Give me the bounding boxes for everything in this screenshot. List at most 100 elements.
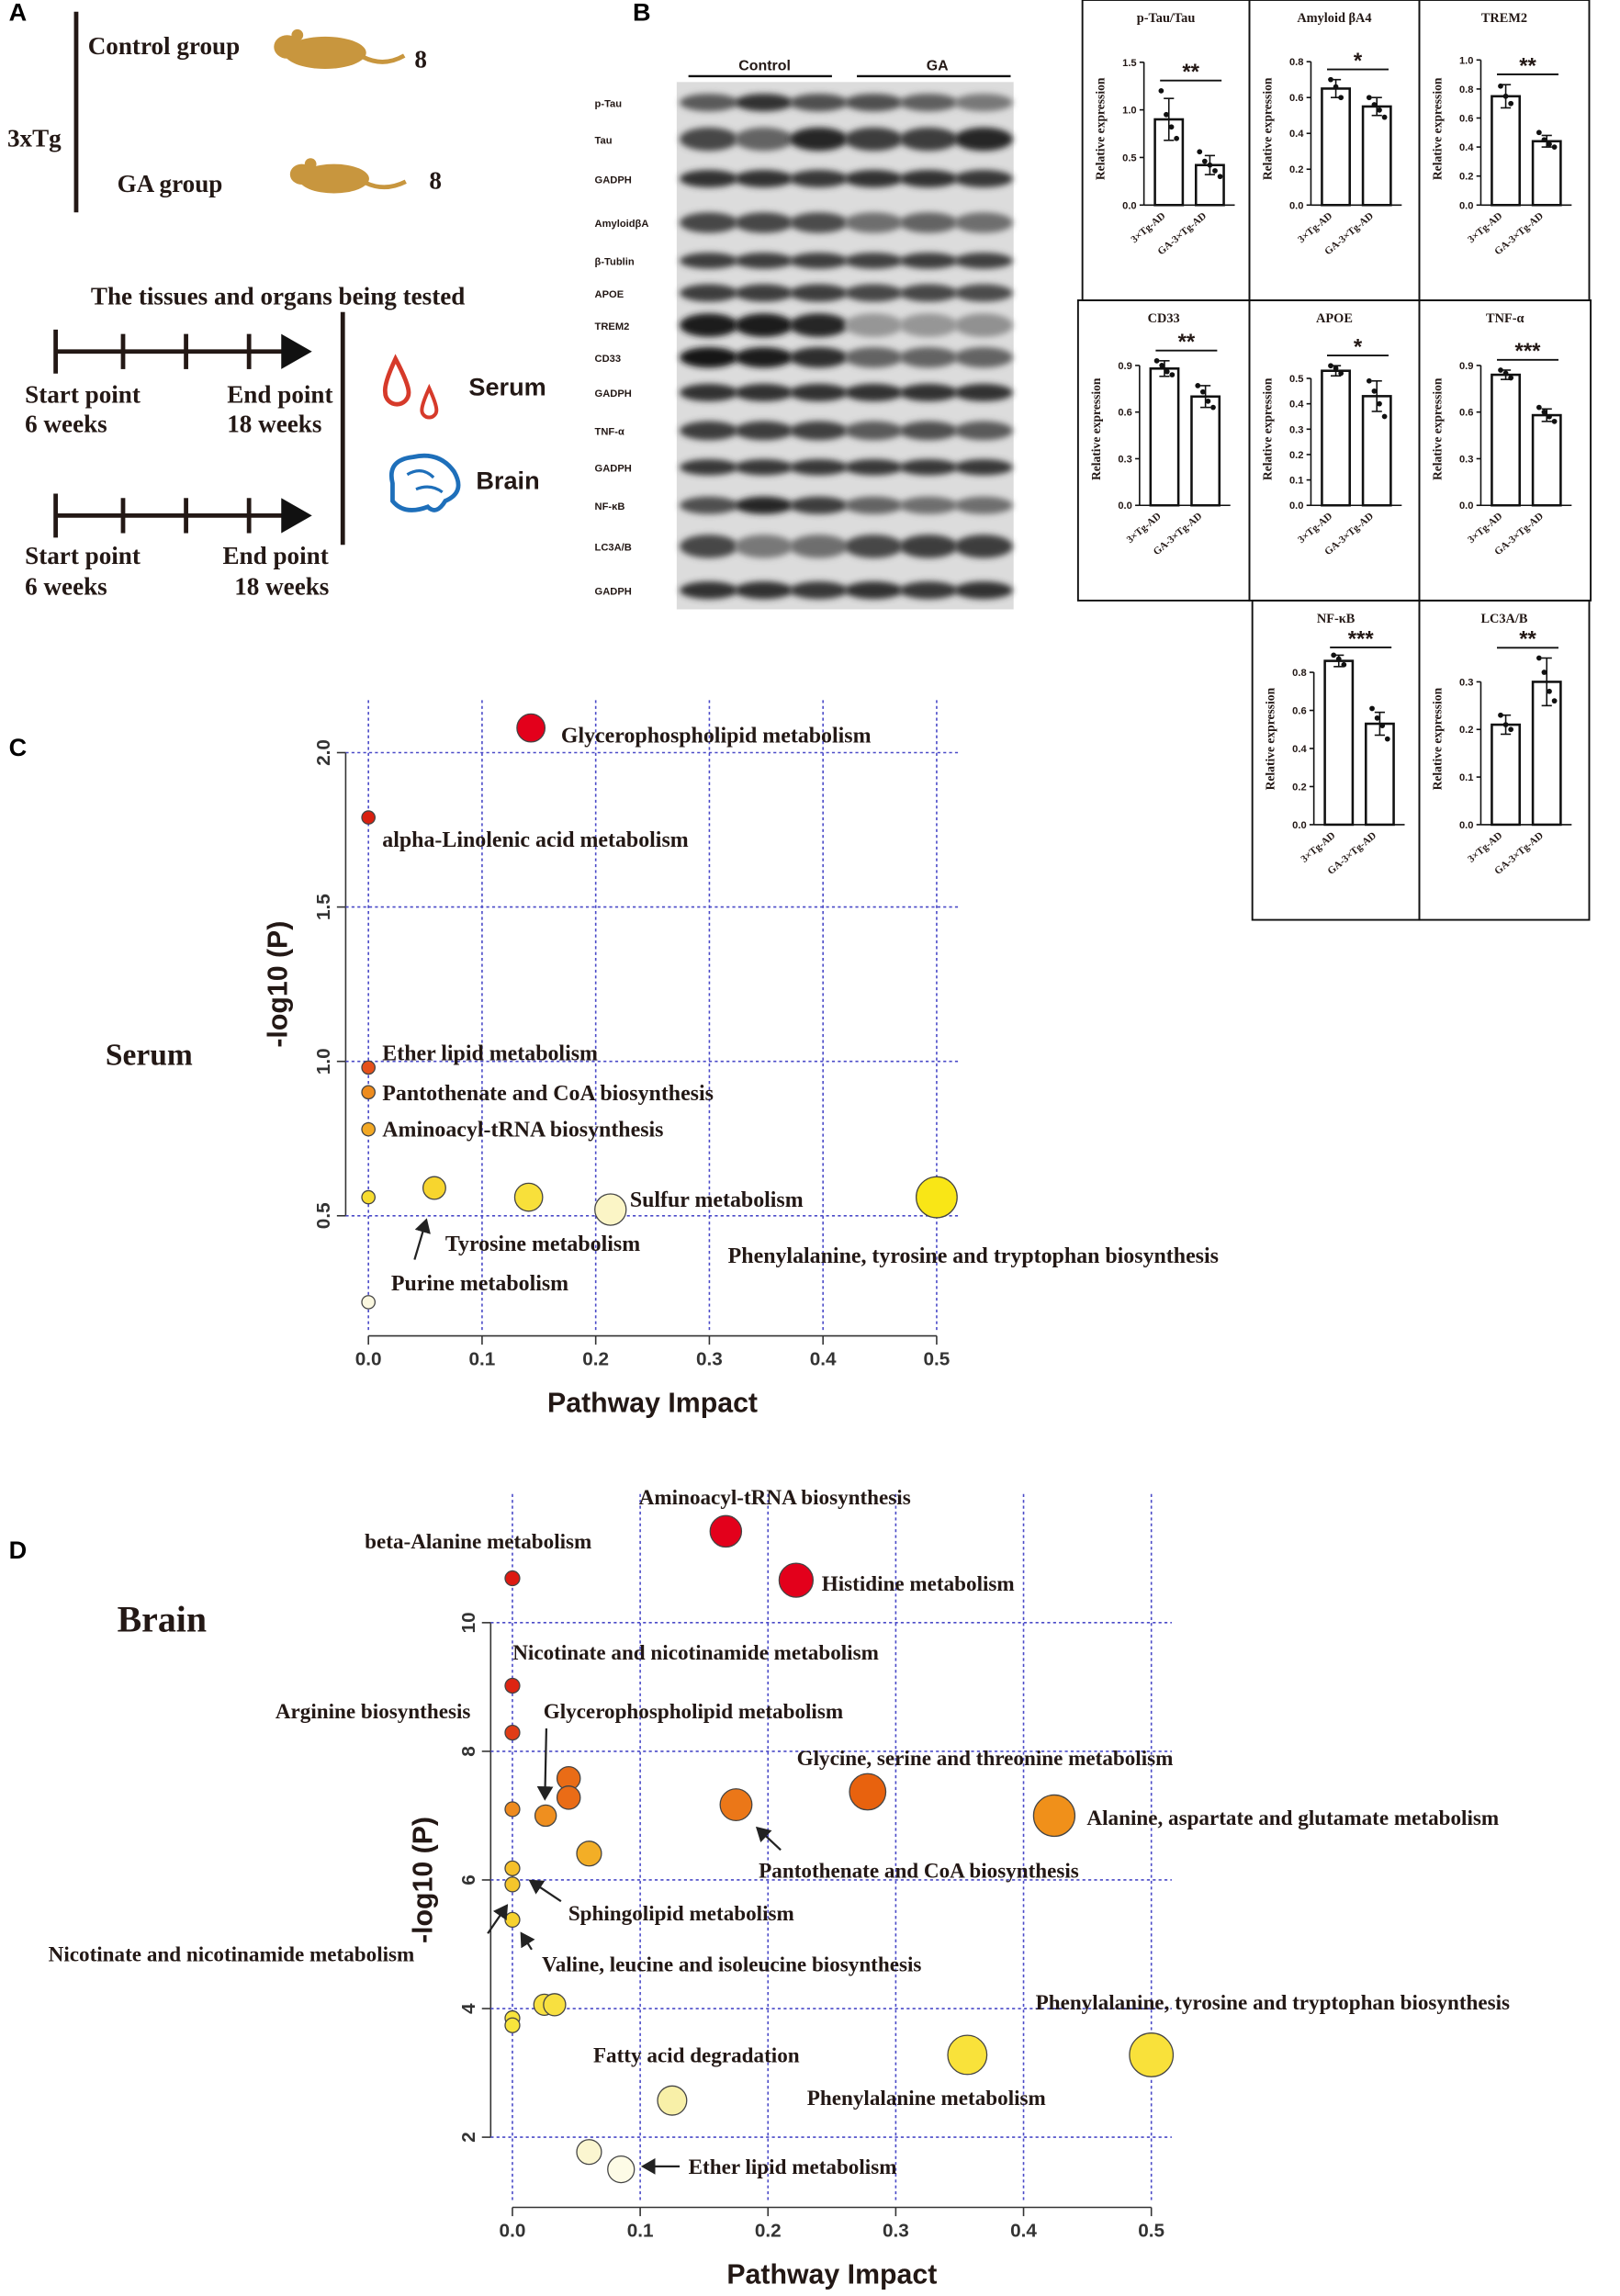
blot-label: β-Tublin: [595, 257, 635, 268]
point-label: Tyrosine metabolism: [445, 1232, 640, 1256]
timeline-end-time: 18 weeks: [234, 573, 329, 601]
data-point: [1338, 95, 1344, 101]
bar: [1491, 723, 1522, 827]
y-tick-label: 0.2: [1459, 172, 1474, 183]
blot-band: [899, 346, 959, 368]
blot-band: [680, 212, 738, 233]
blot-group: GA: [927, 59, 949, 74]
data-point: [1195, 383, 1201, 388]
blot-band: [844, 421, 904, 441]
blot-band: [844, 346, 904, 368]
significance: *: [1354, 334, 1363, 359]
blot-label: Tau: [595, 135, 613, 146]
blot-band: [789, 313, 849, 337]
y-tick-label: 0.0: [1459, 820, 1474, 831]
y-tick-label: 8: [458, 1746, 479, 1757]
blot-band: [899, 313, 959, 337]
data-point: [1341, 661, 1347, 668]
bubble: [1032, 1794, 1076, 1838]
blot-band: [789, 253, 849, 269]
blot-band: [899, 581, 959, 600]
y-tick-label: 2.0: [313, 739, 334, 766]
blot-band: [734, 421, 793, 441]
bubble: [778, 1562, 814, 1598]
blot-label: GADPH: [595, 464, 632, 475]
bubble: [607, 2155, 636, 2184]
bubble: [543, 1993, 567, 2017]
point-label: Phenylalanine, tyrosine and tryptophan b…: [728, 1244, 1219, 1268]
x-tick-label: 0.1: [469, 1348, 496, 1369]
x-tick-label: 0.2: [582, 1348, 609, 1369]
data-point: [1164, 111, 1169, 118]
bar: [1321, 87, 1351, 207]
y-tick-label: 0.6: [1459, 408, 1474, 419]
bubble: [504, 1876, 521, 1893]
chart-title: APOE: [1316, 311, 1353, 326]
y-tick-label: 0.5: [1289, 374, 1304, 385]
blot-band: [844, 581, 904, 600]
x-tick-label: 0.0: [355, 1348, 382, 1369]
point-label: Aminoacyl-tRNA biosynthesis: [639, 1486, 911, 1510]
data-point: [1153, 357, 1160, 364]
x-axis-label: Pathway Impact: [726, 2259, 937, 2290]
point-label: Pantothenate and CoA biosynthesis: [759, 1860, 1079, 1884]
y-axis-label: Relative expression: [1089, 377, 1103, 480]
y-tick-label: 0.0: [1118, 501, 1132, 512]
bubble: [556, 1785, 581, 1810]
y-axis-label: Relative expression: [1264, 687, 1277, 790]
tissue: Brain: [476, 467, 539, 495]
data-point: [1371, 388, 1378, 394]
blot-band: [899, 284, 959, 302]
tissues-title: The tissues and organs being tested: [91, 283, 465, 310]
blot-band: [954, 383, 1013, 402]
point-label: Alanine, aspartate and glutamate metabol…: [1086, 1806, 1499, 1830]
side-label: Serum: [106, 1038, 193, 1072]
group-n: 8: [414, 45, 427, 73]
y-tick-label: 0.4: [1459, 142, 1474, 153]
bubble: [534, 1804, 557, 1828]
timeline-start: Start point: [25, 381, 141, 409]
blot-label: GADPH: [595, 587, 632, 598]
blot-band: [680, 313, 738, 337]
bubble: [504, 1860, 521, 1876]
side-label: Brain: [118, 1599, 207, 1640]
label-arrow: [487, 1904, 509, 1934]
y-tick-label: 0.4: [1292, 744, 1307, 755]
point-label: Valine, leucine and isoleucine biosynthe…: [542, 1953, 921, 1977]
data-point: [1174, 135, 1179, 141]
y-axis-label: Relative expression: [1430, 77, 1444, 180]
x-tick-label: 0.5: [1138, 2220, 1164, 2241]
y-tick-label: 0.1: [1459, 772, 1474, 783]
y-tick-label: 0.6: [1118, 408, 1132, 419]
blot-band: [680, 421, 738, 441]
timeline-end-time: 18 weeks: [227, 410, 321, 437]
blot-band: [954, 421, 1013, 441]
blot-band: [844, 127, 904, 152]
blot-band: [954, 535, 1013, 558]
blot-label: TNF-α: [595, 427, 624, 438]
blot-band: [789, 383, 849, 402]
significance: *: [1354, 49, 1363, 73]
x-tick-label: 3×Tg-AD: [1129, 210, 1167, 245]
data-point: [1328, 363, 1333, 369]
data-point: [1498, 367, 1503, 373]
blot-band: [789, 421, 849, 441]
data-point: [1379, 723, 1386, 728]
timeline-start: Start point: [25, 542, 141, 569]
data-point: [1381, 413, 1388, 420]
y-tick-label: 0.2: [1292, 782, 1307, 793]
y-tick-label: 0.9: [1118, 361, 1132, 372]
y-tick-label: 0.3: [1118, 454, 1132, 465]
blot-band: [789, 170, 849, 188]
blot-band: [844, 535, 904, 558]
point-label: Histidine metabolism: [822, 1572, 1015, 1596]
point-label: Pantothenate and CoA biosynthesis: [382, 1082, 714, 1106]
y-tick-label: 0.0: [1289, 501, 1304, 512]
bubble: [361, 1121, 376, 1137]
y-axis-label: Relative expression: [1430, 687, 1444, 790]
blot-band: [680, 94, 738, 112]
bubble: [361, 1085, 376, 1100]
blot-band: [789, 496, 849, 514]
point-label: Glycine, serine and threonine metabolism: [797, 1747, 1174, 1771]
